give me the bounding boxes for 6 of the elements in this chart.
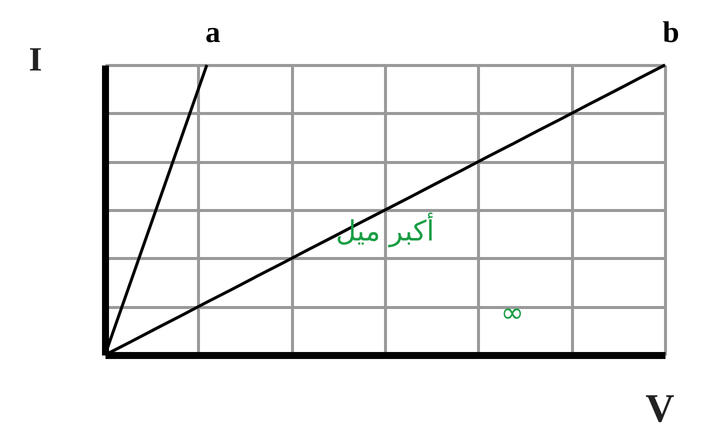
series-label: b — [662, 16, 680, 49]
series-label: a — [205, 16, 220, 49]
x-axis-title: V — [646, 386, 674, 430]
y-axis-title: I — [28, 42, 42, 78]
annotation: أكبر ميل — [336, 212, 434, 248]
annotation: ∞ — [500, 296, 524, 330]
